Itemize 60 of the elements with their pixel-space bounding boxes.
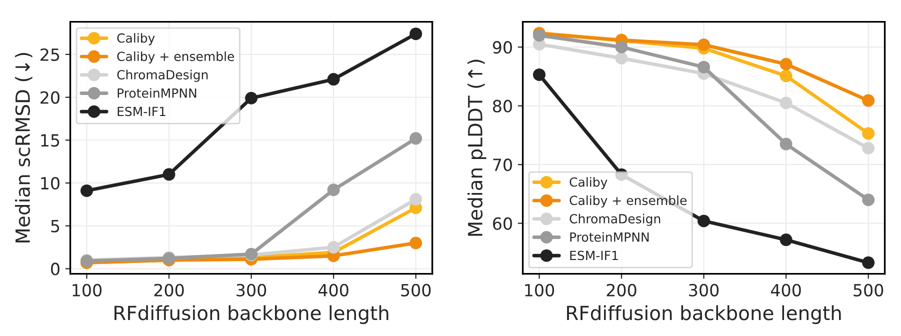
legend-label: Caliby xyxy=(117,33,155,46)
legend-label: ProteinMPNN xyxy=(118,88,196,98)
x-tick-label: 100 xyxy=(525,284,554,296)
legend-label: ChromaDesign xyxy=(117,70,208,82)
point xyxy=(780,70,792,82)
legend-label: Caliby xyxy=(570,177,608,190)
point xyxy=(780,58,792,70)
point xyxy=(410,28,422,40)
point xyxy=(780,138,792,150)
point xyxy=(698,214,710,228)
x-tick-label: 300 xyxy=(689,284,719,296)
y-tick-label: 10 xyxy=(41,176,60,190)
legend-label: ESM-IF1 xyxy=(118,106,166,116)
point xyxy=(532,68,546,81)
x-axis-title: RFdiffusion backbone length xyxy=(114,305,388,324)
point xyxy=(780,234,792,246)
y-tick-label: 60 xyxy=(493,217,512,230)
legend-label: ChromaDesign xyxy=(570,214,660,226)
x-tick-label: 500 xyxy=(401,284,431,296)
x-tick-label: 300 xyxy=(236,284,266,296)
point xyxy=(410,236,422,250)
y-axis-title: Median pLDDT (↑) xyxy=(467,60,486,236)
legend-label: Caliby + ensemble xyxy=(117,51,234,64)
x-tick-label: 500 xyxy=(854,284,884,296)
point xyxy=(162,168,176,181)
y-axis-title: Median scRMSD (↓) xyxy=(14,53,32,242)
x-axis-title: RFdiffusion backbone length xyxy=(567,305,841,324)
point xyxy=(615,52,628,65)
x-tick-label: 200 xyxy=(606,284,636,296)
point xyxy=(780,96,792,110)
x-tick-label: 200 xyxy=(154,284,184,296)
y-tick-label: 25 xyxy=(40,48,60,61)
point xyxy=(862,142,875,154)
point xyxy=(410,193,422,206)
point xyxy=(615,40,628,54)
point xyxy=(698,38,710,51)
point xyxy=(245,92,258,104)
point xyxy=(327,73,340,86)
point xyxy=(327,184,340,196)
y-tick-label: 0 xyxy=(51,262,60,276)
point xyxy=(862,127,875,140)
y-tick-label: 20 xyxy=(40,91,60,104)
point xyxy=(862,194,875,206)
point xyxy=(410,132,422,145)
x-tick-label: 400 xyxy=(770,284,801,296)
point xyxy=(862,94,875,107)
x-tick-label: 100 xyxy=(72,284,102,296)
legend-label: ProteinMPNN xyxy=(570,232,649,242)
y-tick-label: 5 xyxy=(51,220,60,232)
y-tick-label: 15 xyxy=(41,134,60,147)
x-tick-label: 400 xyxy=(318,284,348,296)
y-tick-label: 70 xyxy=(493,158,512,172)
y-tick-label: 80 xyxy=(492,100,512,112)
point xyxy=(327,241,340,254)
point xyxy=(80,184,93,197)
point xyxy=(862,256,875,269)
point xyxy=(698,60,710,74)
legend-label: Caliby + ensemble xyxy=(570,195,687,208)
y-tick-label: 90 xyxy=(492,41,512,54)
legend-label: ESM-IF1 xyxy=(570,250,618,260)
